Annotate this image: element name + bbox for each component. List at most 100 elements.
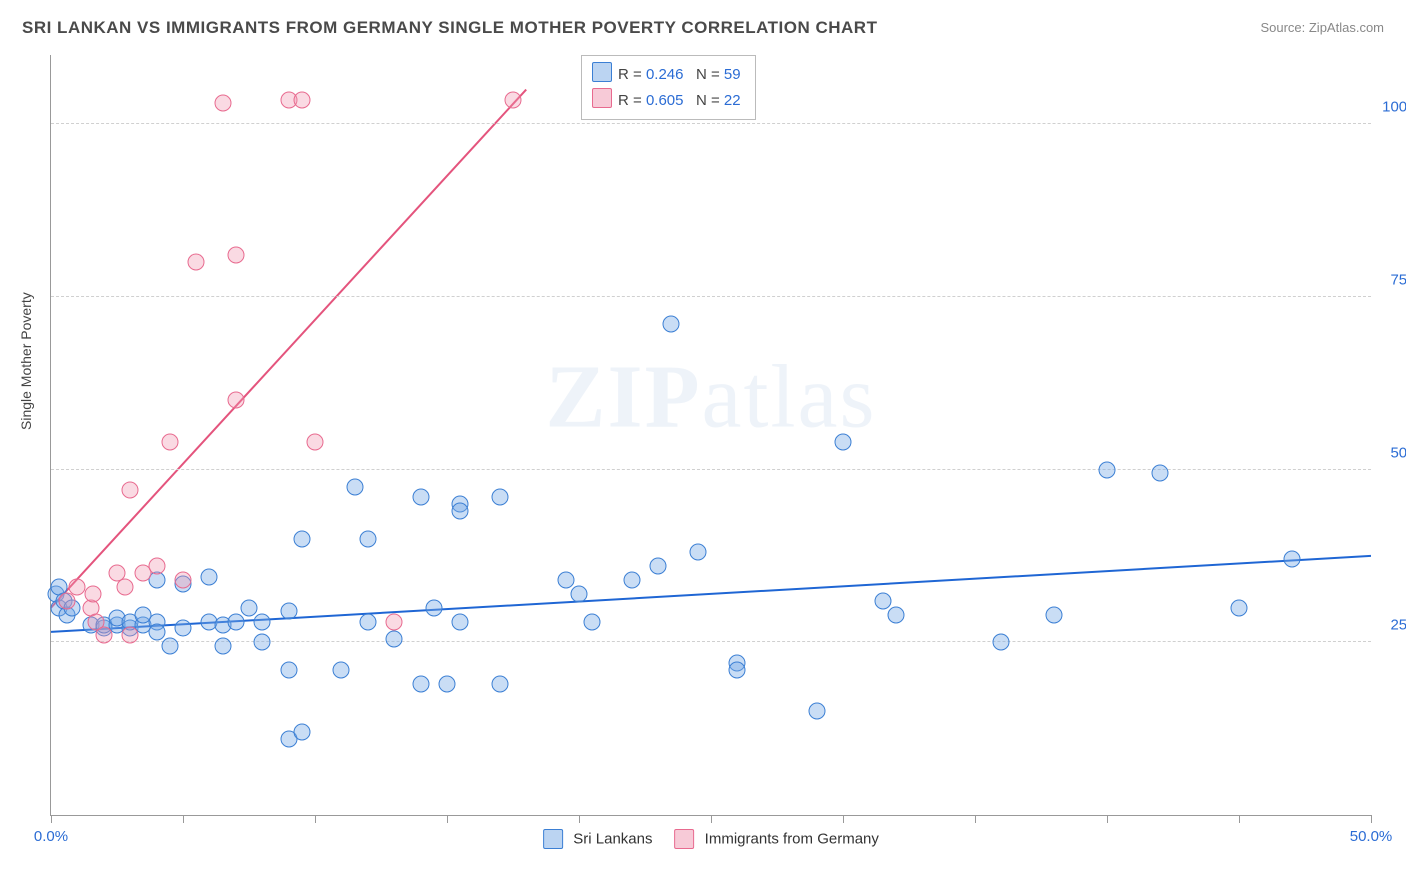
blue-point (280, 661, 297, 678)
blue-point (254, 634, 271, 651)
x-tick (447, 815, 448, 823)
blue-point (412, 489, 429, 506)
y-tick-label: 75.0% (1390, 271, 1406, 288)
x-tick-label: 50.0% (1350, 828, 1393, 845)
pink-point (175, 572, 192, 589)
x-tick (711, 815, 712, 823)
legend-r-label: R = (618, 66, 646, 83)
x-tick-label: 0.0% (34, 828, 68, 845)
blue-point (201, 568, 218, 585)
chart-title: SRI LANKAN VS IMMIGRANTS FROM GERMANY SI… (22, 18, 877, 38)
watermark: ZIPatlas (546, 346, 877, 449)
pink-point (214, 95, 231, 112)
legend-n-value: 22 (724, 92, 741, 109)
blue-point (887, 606, 904, 623)
blue-point (571, 585, 588, 602)
trendlines (51, 55, 1371, 815)
blue-point (359, 530, 376, 547)
blue-point (491, 675, 508, 692)
blue-point (439, 675, 456, 692)
pink-point (188, 254, 205, 271)
pink-point (69, 579, 86, 596)
blue-point (386, 630, 403, 647)
legend-n-value: 59 (724, 66, 741, 83)
pink-trendline (51, 90, 526, 608)
y-tick-label: 50.0% (1390, 444, 1406, 461)
blue-point (293, 530, 310, 547)
legend-swatch (592, 88, 612, 108)
x-tick (51, 815, 52, 823)
gridline (51, 469, 1371, 470)
gridline (51, 641, 1371, 642)
blue-point (425, 599, 442, 616)
blue-point (254, 613, 271, 630)
pink-point (505, 91, 522, 108)
blue-point (412, 675, 429, 692)
blue-point (1231, 599, 1248, 616)
legend-r-value: 0.246 (646, 66, 684, 83)
y-tick-label: 25.0% (1390, 617, 1406, 634)
blue-point (584, 613, 601, 630)
x-tick (975, 815, 976, 823)
blue-point (293, 724, 310, 741)
series-legend: Sri Lankans Immigrants from Germany (543, 829, 879, 849)
blue-point (241, 599, 258, 616)
blue-point (729, 661, 746, 678)
blue-point (808, 703, 825, 720)
x-tick (1107, 815, 1108, 823)
pink-point (227, 392, 244, 409)
pink-point (307, 433, 324, 450)
x-tick (579, 815, 580, 823)
blue-point (280, 603, 297, 620)
blue-point (491, 489, 508, 506)
blue-point (452, 503, 469, 520)
blue-point (650, 558, 667, 575)
pink-point (95, 627, 112, 644)
blue-point (1283, 551, 1300, 568)
blue-point (214, 637, 231, 654)
pink-point (148, 558, 165, 575)
pink-point (293, 91, 310, 108)
pink-point (122, 627, 139, 644)
x-tick (1239, 815, 1240, 823)
source-attribution: Source: ZipAtlas.com (1260, 20, 1384, 35)
pink-point (116, 579, 133, 596)
plot-area: ZIPatlas R = 0.246 N = 59R = 0.605 N = 2… (50, 55, 1371, 816)
blue-point (333, 661, 350, 678)
legend-n-label: N = (683, 92, 723, 109)
blue-point (227, 613, 244, 630)
x-tick (315, 815, 316, 823)
y-tick-label: 100.0% (1382, 99, 1406, 116)
blue-point (835, 433, 852, 450)
blue-point (148, 623, 165, 640)
legend-series-label: Immigrants from Germany (701, 831, 879, 848)
blue-point (175, 620, 192, 637)
legend-n-label: N = (683, 66, 723, 83)
gridline (51, 123, 1371, 124)
legend-row: R = 0.246 N = 59 (592, 62, 741, 88)
legend-row: R = 0.605 N = 22 (592, 88, 741, 114)
chart-container: SRI LANKAN VS IMMIGRANTS FROM GERMANY SI… (0, 0, 1406, 892)
blue-trendline (51, 556, 1371, 632)
blue-point (1046, 606, 1063, 623)
blue-point (346, 478, 363, 495)
correlation-legend: R = 0.246 N = 59R = 0.605 N = 22 (581, 55, 756, 120)
blue-point (452, 613, 469, 630)
legend-swatch (592, 62, 612, 82)
blue-point (623, 572, 640, 589)
pink-point (161, 433, 178, 450)
blue-point (689, 544, 706, 561)
blue-point (557, 572, 574, 589)
blue-point (1151, 465, 1168, 482)
legend-series-label: Sri Lankans (569, 831, 652, 848)
legend-swatch (543, 829, 563, 849)
gridline (51, 296, 1371, 297)
pink-point (85, 585, 102, 602)
blue-point (1099, 461, 1116, 478)
x-tick (1371, 815, 1372, 823)
blue-point (663, 316, 680, 333)
x-tick (183, 815, 184, 823)
legend-r-label: R = (618, 92, 646, 109)
pink-point (386, 613, 403, 630)
y-axis-label: Single Mother Poverty (18, 292, 34, 430)
